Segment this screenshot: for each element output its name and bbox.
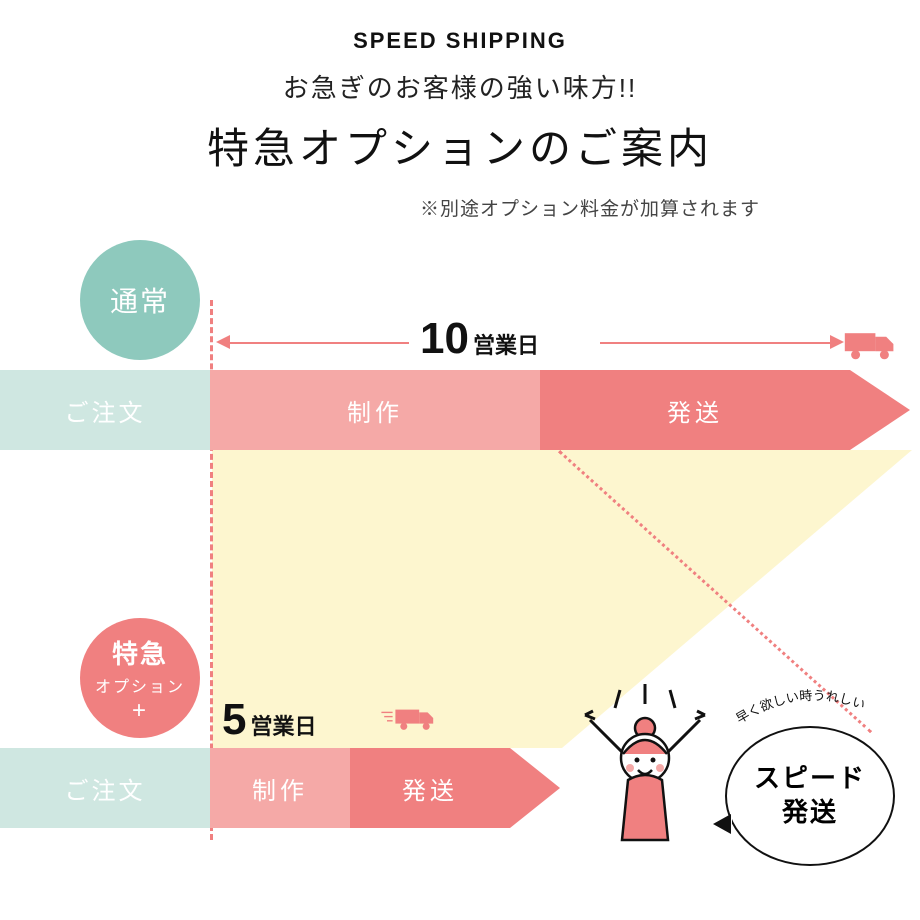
duration-normal-num: 10 (420, 314, 469, 364)
span-arrow-left (224, 342, 409, 344)
svg-text:早く欲しい時うれしい: 早く欲しい時うれしい (733, 688, 867, 726)
person-icon (560, 680, 730, 880)
badge-normal: 通常 (80, 240, 200, 360)
title: 特急オプションのご案内 (0, 115, 920, 176)
step-make: 制作 (210, 370, 540, 450)
duration-normal-unit: 営業日 (473, 328, 539, 360)
duration-express: 5 営業日 (222, 695, 317, 745)
note: ※別途オプション料金が加算されます (0, 194, 920, 221)
arrow-tip (850, 370, 910, 450)
truck-icon (380, 700, 436, 736)
step-ship: 発送 (540, 370, 850, 450)
badge-express-plus: + (132, 699, 148, 723)
subhead: お急ぎのお客様の強い味方!! (0, 68, 920, 105)
arrow-tip (510, 748, 560, 828)
header: SPEED SHIPPING お急ぎのお客様の強い味方!! 特急オプションのご案… (0, 0, 920, 221)
step-make: 制作 (210, 748, 350, 828)
diagram: 通常 特急 オプション + 10 営業日 5 営業日 ご注文 制作 発送 (0, 240, 920, 920)
badge-express: 特急 オプション + (80, 618, 200, 738)
badge-express-line2: オプション (95, 673, 185, 697)
truck-icon (842, 326, 898, 362)
span-arrow-right (600, 342, 830, 344)
span-arrowhead-left (216, 335, 230, 349)
step-ship: 発送 (350, 748, 510, 828)
step-order: ご注文 (0, 748, 210, 828)
step-order: ご注文 (0, 370, 210, 450)
badge-normal-label: 通常 (110, 280, 170, 320)
eyebrow: SPEED SHIPPING (0, 28, 920, 54)
duration-express-unit: 営業日 (250, 709, 316, 741)
badge-express-line1: 特急 (112, 634, 168, 671)
bubble-text: スピード 発送 (754, 762, 866, 830)
duration-express-num: 5 (222, 695, 246, 745)
speech-bubble: スピード 発送 (725, 726, 895, 866)
duration-normal: 10 営業日 (420, 314, 539, 364)
row-normal: ご注文 制作 発送 (0, 370, 910, 450)
row-express: ご注文 制作 発送 (0, 748, 560, 828)
